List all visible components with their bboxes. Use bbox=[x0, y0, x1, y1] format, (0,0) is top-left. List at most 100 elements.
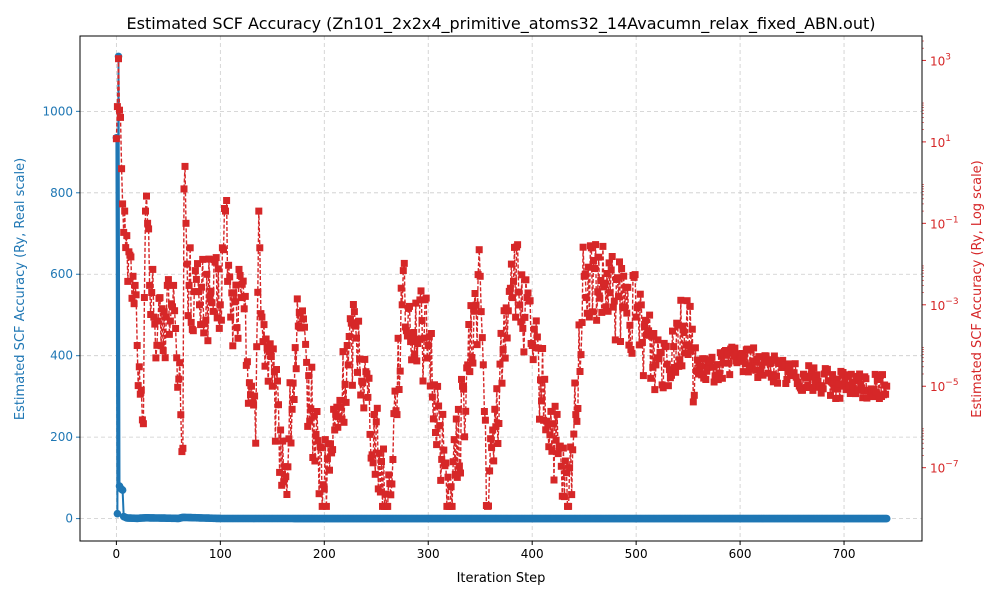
right-series-point bbox=[173, 354, 181, 362]
right-series-point bbox=[121, 207, 129, 215]
right-series-point bbox=[845, 382, 853, 390]
left-y-tick-label: 600 bbox=[50, 267, 73, 281]
right-series-point bbox=[368, 451, 376, 459]
right-series-point bbox=[124, 277, 132, 285]
right-series-point bbox=[477, 308, 485, 316]
right-series-point bbox=[754, 374, 762, 381]
right-series-point bbox=[571, 379, 579, 387]
right-series-point bbox=[305, 372, 313, 380]
right-series-point bbox=[488, 444, 496, 452]
right-series-point bbox=[783, 376, 791, 383]
x-tick-label: 500 bbox=[625, 547, 648, 561]
right-series-point bbox=[164, 276, 172, 284]
right-series-point bbox=[439, 410, 447, 418]
right-series-point bbox=[674, 321, 682, 329]
right-series-point bbox=[608, 253, 616, 260]
right-series-point bbox=[171, 307, 179, 315]
right-series-point bbox=[708, 353, 716, 361]
right-series-point bbox=[131, 281, 139, 289]
x-tick-label: 400 bbox=[521, 547, 544, 561]
right-series-point bbox=[363, 370, 371, 378]
right-series-point bbox=[437, 476, 445, 484]
right-series-point bbox=[300, 315, 307, 323]
left-y-axis-label: Estimated SCF Accuracy (Ry, Real scale) bbox=[13, 158, 28, 420]
right-series-point bbox=[455, 462, 463, 470]
right-series-point bbox=[697, 362, 705, 370]
right-series-point bbox=[194, 260, 201, 268]
right-series-point bbox=[841, 377, 849, 385]
right-series-point bbox=[762, 352, 770, 360]
right-series-point bbox=[122, 244, 130, 252]
right-series-point bbox=[572, 411, 580, 419]
right-series-point bbox=[515, 288, 523, 296]
right-series-point bbox=[422, 294, 430, 302]
right-series-point bbox=[582, 294, 590, 301]
right-series-point bbox=[411, 350, 419, 358]
right-series-point bbox=[274, 377, 281, 385]
right-series-point bbox=[599, 242, 607, 250]
right-series-point bbox=[839, 369, 847, 376]
right-series-point bbox=[757, 368, 765, 376]
right-series-point bbox=[410, 329, 418, 336]
right-series-point bbox=[568, 491, 576, 499]
right-series-point bbox=[165, 330, 173, 338]
right-series-point bbox=[790, 369, 798, 377]
right-series-point bbox=[341, 380, 349, 388]
right-series-point bbox=[427, 330, 435, 337]
right-series-point bbox=[799, 386, 806, 394]
right-series-point bbox=[848, 378, 856, 386]
right-series-point bbox=[268, 382, 276, 390]
right-series-point bbox=[497, 329, 505, 337]
right-series-point bbox=[849, 385, 857, 392]
right-series-point bbox=[395, 386, 403, 393]
right-series-point bbox=[685, 342, 693, 350]
right-series-point bbox=[322, 502, 330, 510]
right-series-point bbox=[152, 354, 160, 362]
right-series-point bbox=[323, 455, 331, 463]
right-series-point bbox=[354, 368, 361, 376]
right-series-point bbox=[514, 241, 522, 249]
right-series-point bbox=[496, 360, 504, 368]
right-series-point bbox=[765, 356, 773, 364]
plot-frame bbox=[79, 35, 923, 542]
right-series-point bbox=[399, 267, 407, 275]
right-series-point bbox=[355, 317, 363, 325]
right-series-point bbox=[230, 289, 238, 297]
right-series-point bbox=[665, 366, 673, 374]
right-series-point bbox=[223, 197, 231, 204]
right-series-point bbox=[283, 491, 291, 498]
right-series-point bbox=[275, 401, 282, 409]
right-series-point bbox=[232, 281, 240, 289]
right-series-point bbox=[203, 270, 211, 278]
right-series-point bbox=[809, 386, 817, 394]
right-series-point bbox=[632, 313, 640, 321]
right-series-point bbox=[389, 456, 397, 463]
right-series-point bbox=[603, 270, 611, 277]
right-series-point bbox=[263, 344, 271, 352]
right-series-point bbox=[587, 244, 595, 252]
right-series-point bbox=[419, 377, 427, 385]
right-series-point bbox=[714, 376, 722, 384]
right-series-point bbox=[191, 267, 199, 275]
right-series-point bbox=[626, 321, 634, 329]
right-series-point bbox=[579, 243, 587, 251]
right-series-point bbox=[280, 478, 288, 486]
x-tick-label: 600 bbox=[729, 547, 752, 561]
right-series-point bbox=[504, 307, 512, 315]
right-series-point bbox=[872, 388, 880, 396]
right-series-point bbox=[813, 371, 821, 379]
right-series-point bbox=[638, 339, 646, 346]
right-series-point bbox=[225, 261, 233, 269]
right-series-point bbox=[590, 257, 597, 264]
right-series-point bbox=[607, 266, 615, 274]
right-series-point bbox=[566, 464, 574, 472]
right-series-point bbox=[609, 303, 617, 311]
right-series-point bbox=[347, 319, 355, 327]
right-series-point bbox=[498, 379, 506, 387]
right-series-point bbox=[192, 275, 200, 283]
right-series-point bbox=[836, 394, 844, 402]
right-series-point bbox=[857, 380, 865, 388]
right-series-point bbox=[313, 408, 321, 415]
right-series-point bbox=[314, 437, 322, 445]
x-tick-label: 200 bbox=[313, 547, 336, 561]
